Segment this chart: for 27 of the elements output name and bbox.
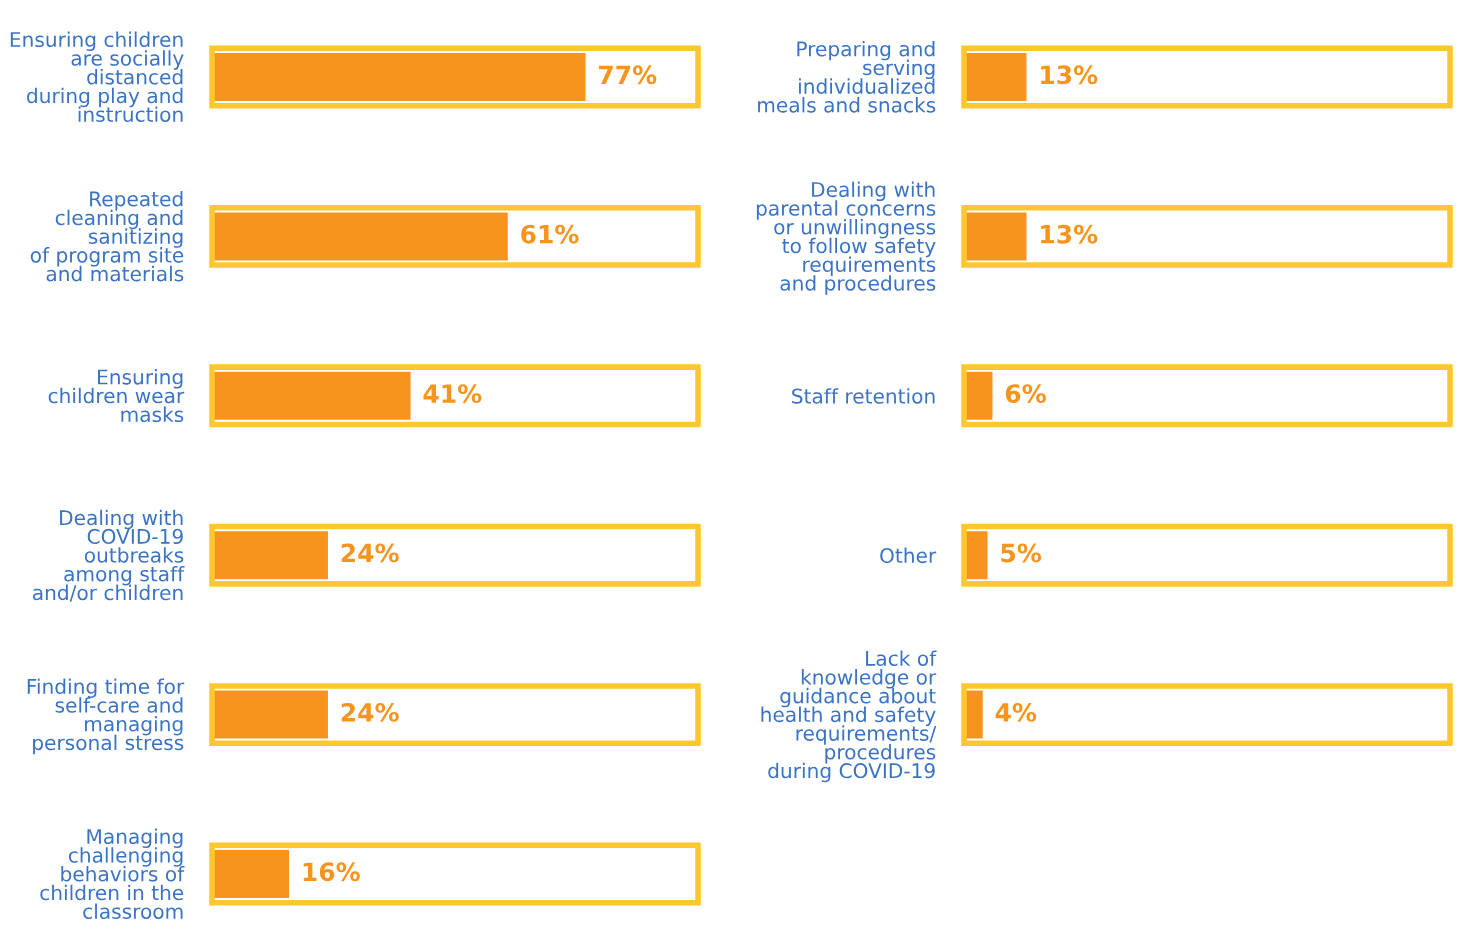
bar — [964, 210, 1028, 262]
y-tick-label: Lack of knowledge or guidance about health and safety requirements/ procedures during COVID-19 — [761, 650, 937, 783]
data-label: 4% — [995, 702, 1037, 722]
y-tick-label: Staff retention — [792, 388, 935, 404]
bar — [212, 848, 291, 900]
y-tick-label: Ensuring children wear masks — [48, 369, 185, 423]
bar — [212, 529, 330, 581]
data-label: 6% — [1005, 384, 1046, 404]
bar — [964, 51, 1028, 103]
y-tick-label: Dealing with parental concerns or unwillingness to follow safety requirements and procedures — [756, 181, 936, 295]
data-label: 5% — [1001, 543, 1042, 563]
y-tick-label: Finding time for self-care and managing personal stress — [27, 678, 185, 755]
data-label: 13% — [1041, 224, 1098, 244]
y-tick-label: Dealing with COVID-19 outbreaks among staff and/or children — [32, 509, 185, 602]
data-label: 24% — [341, 543, 399, 563]
data-label: 13% — [1041, 65, 1098, 85]
data-label: 77% — [599, 65, 657, 85]
y-tick-label: Preparing and serving individualized meals and snacks — [758, 40, 936, 113]
y-tick-label: Repeated cleaning and sanitizing of program site and materials — [30, 190, 184, 282]
data-label: 16% — [303, 862, 360, 882]
data-label: 41% — [423, 384, 482, 404]
bar — [212, 689, 330, 741]
y-tick-label: Ensuring children are socially distanced during play and instruction — [10, 31, 184, 123]
y-tick-label: Other — [880, 547, 937, 564]
data-label: 24% — [341, 702, 399, 722]
y-tick-label: Managing challenging behaviors of children in the classroom — [40, 828, 185, 920]
data-label: 61% — [521, 224, 579, 244]
